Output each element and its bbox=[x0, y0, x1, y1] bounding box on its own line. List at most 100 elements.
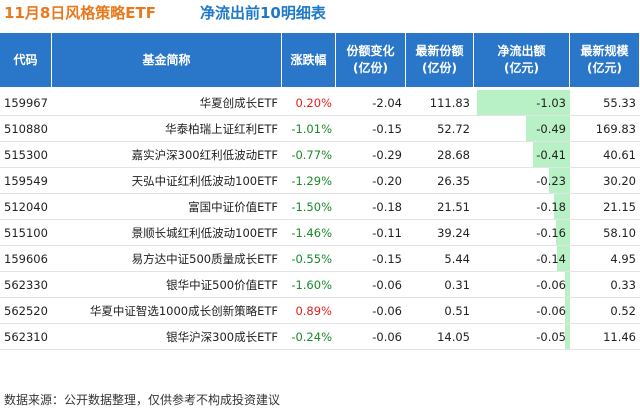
row-separator bbox=[0, 323, 640, 324]
table-cell: -0.05 bbox=[536, 330, 566, 344]
table-cell: -0.06 bbox=[536, 278, 566, 292]
table-cell: 52.72 bbox=[437, 122, 470, 136]
table-cell: 富国中证价值ETF bbox=[188, 200, 278, 214]
table-cell: 111.83 bbox=[429, 96, 470, 110]
table-cell: -0.49 bbox=[536, 122, 566, 136]
header-cell: 份额变化 (亿份) bbox=[336, 33, 406, 87]
table-cell: 0.20% bbox=[295, 96, 332, 110]
table-cell: 14.05 bbox=[437, 330, 470, 344]
footer: 数据来源：公开数据整理，仅供参考不构成投资建议 bbox=[4, 393, 281, 407]
table-cell: 26.35 bbox=[437, 174, 470, 188]
table-cell: 华夏创成长ETF bbox=[199, 96, 278, 110]
table-cell: 0.33 bbox=[610, 278, 636, 292]
table-cell: 159967 bbox=[4, 96, 48, 110]
outflow-bar bbox=[565, 324, 570, 350]
table-cell: 515100 bbox=[4, 226, 48, 240]
outflow-bar bbox=[549, 168, 570, 194]
table-cell: 512040 bbox=[4, 200, 48, 214]
table-cell: -0.18 bbox=[536, 200, 566, 214]
row-separator bbox=[0, 245, 640, 246]
table-cell: -0.23 bbox=[536, 174, 566, 188]
row-separator bbox=[0, 115, 640, 116]
table-cell: -0.55% bbox=[291, 252, 332, 266]
table-cell: 515300 bbox=[4, 148, 48, 162]
header-cell: 净流出额 (亿元) bbox=[474, 33, 570, 87]
table-cell: 30.20 bbox=[603, 174, 636, 188]
table-cell: -0.11 bbox=[372, 226, 402, 240]
table-cell: 华泰柏瑞上证红利ETF bbox=[165, 122, 278, 136]
title-part: 11月8日风格策略ETF bbox=[4, 4, 157, 22]
table-cell: -0.14 bbox=[536, 252, 566, 266]
header-cell: 涨跌幅 bbox=[282, 33, 336, 87]
table-cell: 嘉实沪深300红利低波动ETF bbox=[131, 148, 278, 162]
table-cell: 39.24 bbox=[437, 226, 470, 240]
row-separator bbox=[0, 219, 640, 220]
table-cell: 5.44 bbox=[444, 252, 470, 266]
table-cell: 169.83 bbox=[595, 122, 636, 136]
table-cell: 4.95 bbox=[610, 252, 636, 266]
table-cell: 0.51 bbox=[444, 304, 470, 318]
table-cell: -0.29 bbox=[372, 148, 402, 162]
outflow-bar bbox=[555, 220, 570, 246]
header-cell: 基金简称 bbox=[52, 33, 282, 87]
table-cell: -0.06 bbox=[372, 304, 402, 318]
table-cell: 景顺长城红利低波动100ETF bbox=[131, 226, 278, 240]
table-cell: 40.61 bbox=[603, 148, 636, 162]
table-cell: 0.31 bbox=[444, 278, 470, 292]
table-cell: -0.24% bbox=[291, 330, 332, 344]
table-cell: -0.20 bbox=[372, 174, 402, 188]
row-separator bbox=[0, 349, 640, 350]
table-cell: -0.77% bbox=[291, 148, 332, 162]
table-cell: -0.06 bbox=[536, 304, 566, 318]
table-cell: -0.15 bbox=[372, 252, 402, 266]
table-cell: 21.15 bbox=[603, 200, 636, 214]
table-cell: 159549 bbox=[4, 174, 48, 188]
table-cell: 562310 bbox=[4, 330, 48, 344]
table-cell: 华夏中证智选1000成长创新策略ETF bbox=[89, 304, 278, 318]
table-cell: 11.46 bbox=[603, 330, 636, 344]
row-separator bbox=[0, 271, 640, 272]
table-cell: -1.29% bbox=[291, 174, 332, 188]
table-cell: 易方达中证500质量成长ETF bbox=[131, 252, 278, 266]
table-cell: 55.33 bbox=[603, 96, 636, 110]
table-cell: -0.06 bbox=[372, 330, 402, 344]
table-cell: -0.16 bbox=[536, 226, 566, 240]
row-separator bbox=[0, 141, 640, 142]
row-separator bbox=[0, 193, 640, 194]
table-cell: -1.01% bbox=[291, 122, 332, 136]
table-cell: -0.06 bbox=[372, 278, 402, 292]
table-cell: 银华中证500价值ETF bbox=[166, 278, 278, 292]
table-cell: 天弘中证红利低波动100ETF bbox=[131, 174, 278, 188]
title-part: 净流出前10明细表 bbox=[200, 4, 326, 22]
outflow-bar bbox=[557, 246, 570, 272]
outflow-bar bbox=[477, 90, 570, 116]
table-cell: 562520 bbox=[4, 304, 48, 318]
table-cell: 28.68 bbox=[437, 148, 470, 162]
table-cell: -1.60% bbox=[291, 278, 332, 292]
table-cell: 21.51 bbox=[437, 200, 470, 214]
row-separator bbox=[0, 297, 640, 298]
table-cell: 0.52 bbox=[610, 304, 636, 318]
row-separator bbox=[0, 167, 640, 168]
outflow-bar bbox=[553, 194, 570, 220]
table-cell: 0.89% bbox=[295, 304, 332, 318]
table-cell: 159606 bbox=[4, 252, 48, 266]
outflow-bar bbox=[525, 116, 570, 142]
table-cell: -1.03 bbox=[536, 96, 566, 110]
table-cell: 510880 bbox=[4, 122, 48, 136]
header-cell: 最新规模 (亿元) bbox=[570, 33, 640, 87]
table-cell: -0.41 bbox=[536, 148, 566, 162]
header-cell: 代码 bbox=[0, 33, 52, 87]
header-cell: 最新份额 (亿份) bbox=[406, 33, 474, 87]
table-cell: -1.46% bbox=[291, 226, 332, 240]
table-cell: -0.15 bbox=[372, 122, 402, 136]
outflow-bar bbox=[564, 272, 570, 298]
table-cell: 银华沪深300成长ETF bbox=[166, 330, 278, 344]
table-cell: -0.18 bbox=[372, 200, 402, 214]
table-cell: -1.50% bbox=[291, 200, 332, 214]
outflow-bar bbox=[532, 142, 570, 168]
table-cell: -2.04 bbox=[372, 96, 402, 110]
table-cell: 58.10 bbox=[603, 226, 636, 240]
outflow-bar bbox=[564, 298, 570, 324]
